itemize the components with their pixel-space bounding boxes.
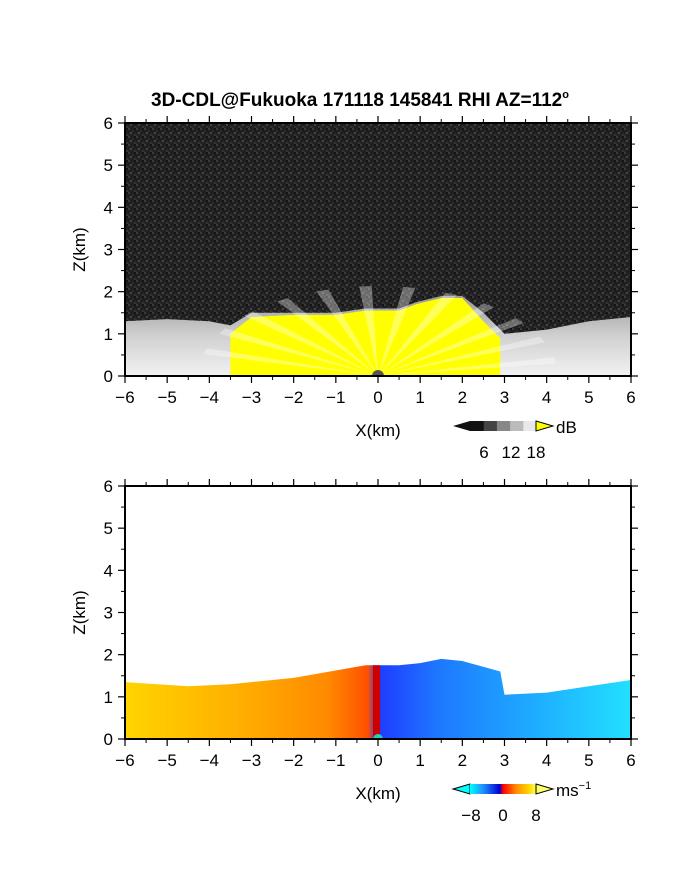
y-tick-label: 4	[104, 561, 113, 580]
y-tick-label: 6	[104, 477, 113, 496]
radar-site-marker	[372, 370, 384, 376]
colorbar-segment	[509, 421, 524, 431]
y-tick-label: 2	[104, 283, 113, 302]
x-tick-label: 4	[542, 751, 551, 770]
x-tick-label: 6	[626, 388, 635, 407]
x-tick-label: 5	[584, 388, 593, 407]
colorbar-under-arrow	[451, 783, 471, 795]
y-tick-label: 0	[104, 730, 113, 749]
y-tick-label: 1	[104, 688, 113, 707]
velocity-panel: −6 −5 −4 −3 −2 −1 0 1 2 3 4 5 6 0 1 2 3 4 5 6 X(km) Z(km) ms−…	[70, 477, 638, 825]
y-axis-label: Z(km)	[70, 590, 89, 634]
x-tick-label: 2	[458, 751, 467, 770]
reflectivity-axes: −6 −5 −4 −3 −2 −1 0 1 2 3 4 5 6 0 1 2 3 4 5 6 X(km) Z(km)	[70, 114, 638, 440]
y-tick-label: 3	[104, 604, 113, 623]
y-tick-label: 4	[104, 198, 113, 217]
x-tick-label: −4	[200, 388, 219, 407]
x-tick-label: 2	[458, 388, 467, 407]
colorbar-under-arrow	[453, 421, 470, 431]
colorbar-unit: ms−1	[556, 780, 591, 800]
x-tick-label: 1	[415, 388, 424, 407]
y-tick-label: 5	[104, 519, 113, 538]
x-tick-label: −3	[242, 751, 261, 770]
reflectivity-beam-fan	[203, 286, 557, 376]
x-tick-label: 0	[373, 751, 382, 770]
colorbar-tick-label: −8	[461, 806, 480, 825]
x-axis-label: X(km)	[355, 421, 400, 440]
radar-site-marker	[373, 734, 383, 739]
x-tick-label: −1	[326, 388, 345, 407]
x-tick-label: −6	[115, 388, 134, 407]
colorbar-segment	[483, 421, 497, 431]
x-tick-label: 4	[542, 388, 551, 407]
figure-title: 3D-CDL@Fukuoka 171118 145841 RHI AZ=112o	[151, 89, 569, 111]
x-tick-label: −2	[284, 388, 303, 407]
x-tick-label: 3	[500, 751, 509, 770]
y-tick-label: 6	[104, 114, 113, 133]
colorbar-tick-label: 18	[527, 443, 546, 462]
colorbar-over-arrow	[535, 783, 555, 795]
colorbar-body	[470, 784, 536, 794]
x-tick-label: −5	[157, 751, 176, 770]
colorbar-tick-label: 0	[498, 806, 507, 825]
x-tick-label: −2	[284, 751, 303, 770]
colorbar-unit: dB	[556, 418, 577, 437]
x-tick-label: −5	[157, 388, 176, 407]
x-tick-label: 1	[415, 751, 424, 770]
y-tick-label: 5	[104, 156, 113, 175]
y-tick-label: 0	[104, 367, 113, 386]
velocity-colorbar: ms−1 −8 0 8	[451, 780, 591, 825]
colorbar-tick-label: 12	[502, 443, 521, 462]
velocity-axes: −6 −5 −4 −3 −2 −1 0 1 2 3 4 5 6 0 1 2 3 4 5 6 X(km) Z(km)	[70, 477, 638, 803]
x-tick-label: −6	[115, 751, 134, 770]
x-tick-label: 0	[373, 388, 382, 407]
y-tick-label: 2	[104, 646, 113, 665]
reflectivity-colorbar: dB 6 12 18	[453, 418, 577, 462]
velocity-shear-line	[372, 665, 381, 739]
x-tick-label: 3	[500, 388, 509, 407]
reflectivity-strong-echo-region	[230, 298, 501, 376]
x-tick-label: 6	[626, 751, 635, 770]
colorbar-segment	[470, 421, 484, 431]
colorbar-segment	[522, 421, 537, 431]
colorbar-tick-label: 6	[479, 443, 488, 462]
x-axis-label: X(km)	[355, 784, 400, 803]
x-tick-label: 5	[584, 751, 593, 770]
y-tick-label: 1	[104, 325, 113, 344]
y-axis-label: Z(km)	[70, 227, 89, 271]
y-tick-label: 3	[104, 241, 113, 260]
x-tick-label: −1	[326, 751, 345, 770]
colorbar-over-arrow	[535, 420, 555, 432]
x-tick-label: −4	[200, 751, 219, 770]
x-tick-label: −3	[242, 388, 261, 407]
colorbar-segment	[496, 421, 511, 431]
colorbar-tick-label: 8	[531, 806, 540, 825]
